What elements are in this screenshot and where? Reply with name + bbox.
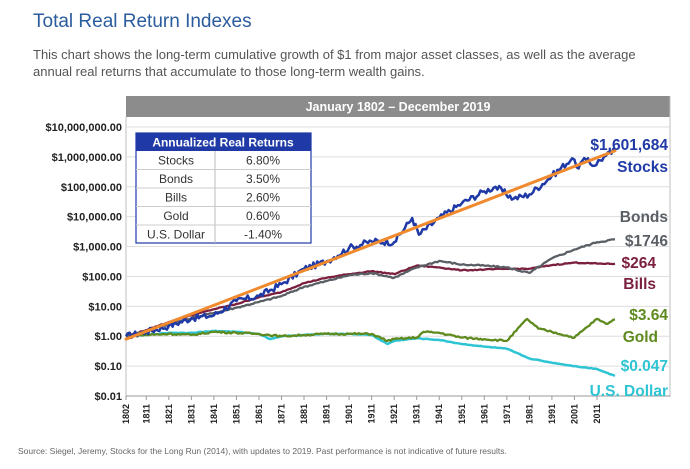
chart-title-bar: [126, 96, 670, 117]
stocks-line: [124, 147, 616, 340]
returns-table-value: 6.80%: [246, 154, 280, 168]
series-lines: [124, 147, 617, 378]
y-tick-label: $1,000,000.00: [52, 152, 122, 164]
x-tick-label: 1911: [367, 404, 377, 424]
x-tick-label: 1961: [479, 404, 489, 424]
y-tick-label: $0.01: [94, 391, 122, 403]
returns-table-value: -1.40%: [244, 228, 282, 242]
x-tick-label: 1981: [524, 404, 534, 424]
stocks-trend-line: [124, 149, 617, 341]
stocks-end-value: $1,601,684: [590, 137, 668, 154]
y-tick-label: $10,000,000.00: [46, 122, 122, 134]
x-tick-label: 1841: [209, 404, 219, 424]
y-tick-label: $1,000.00: [73, 242, 122, 254]
returns-table-asset: Stocks: [158, 154, 194, 168]
dollar-end-value: $0.047: [621, 358, 668, 375]
bills-line: [125, 261, 616, 338]
x-tick-label: 1881: [299, 404, 309, 424]
y-tick-label: $1.00: [94, 331, 122, 343]
x-tick-label: 1941: [434, 404, 444, 424]
returns-table-value: 2.60%: [246, 191, 280, 205]
return-chart: January 1802 – December 2019 $10,000,000…: [46, 96, 671, 424]
x-tick-label: 1871: [276, 404, 286, 424]
returns-table-asset: U.S. Dollar: [147, 228, 205, 242]
returns-table: Annualized Real Returns Stocks 6.80% Bon…: [135, 132, 312, 244]
x-tick-label: 1971: [502, 404, 512, 424]
returns-table-value: 0.60%: [246, 209, 280, 223]
x-tick-label: 1811: [141, 404, 151, 424]
y-tick-label: $10.00: [88, 301, 122, 313]
x-tick-label: 1891: [322, 404, 332, 424]
dollar-series-label: U.S. Dollar: [590, 383, 668, 400]
y-tick-label: $10,000.00: [67, 212, 122, 224]
x-tick-label: 2001: [569, 404, 579, 424]
y-tick-label: $100.00: [82, 271, 122, 283]
gold-series-label: Gold: [623, 329, 658, 346]
x-tick-label: 1831: [186, 404, 196, 424]
x-tick-label: 1851: [231, 404, 241, 424]
stocks-series-label: Stocks: [617, 159, 668, 176]
bills-series-label: Bills: [623, 276, 656, 293]
returns-table-asset: Gold: [163, 209, 188, 223]
page-subtitle: This chart shows the long-term cumulativ…: [33, 47, 636, 79]
bonds-line: [125, 238, 616, 338]
source-note: Source: Siegel, Jeremy, Stocks for the L…: [18, 446, 507, 456]
x-tick-label: 1802: [121, 404, 131, 424]
returns-table-title: Annualized Real Returns: [152, 136, 294, 150]
x-axis: 1802 1811 1821 1831 1841 1851 1861 1871 1881 1891…: [121, 396, 602, 424]
x-tick-label: 1921: [389, 404, 399, 424]
page-title: Total Real Return Indexes: [33, 11, 252, 32]
bills-end-value: $264: [622, 255, 657, 272]
x-tick-label: 1861: [254, 404, 264, 424]
x-tick-label: 2011: [592, 404, 602, 424]
bonds-end-value: $1746: [625, 233, 668, 250]
y-tick-label: $100,000.00: [61, 182, 122, 194]
x-tick-label: 1901: [344, 404, 354, 424]
returns-table-asset: Bills: [165, 191, 187, 205]
y-axis: $10,000,000.00 $1,000,000.00 $100,000.00 $1…: [46, 122, 122, 403]
x-tick-label: 1821: [164, 404, 174, 424]
x-tick-label: 1931: [412, 404, 422, 424]
returns-table-value: 3.50%: [246, 172, 280, 186]
gold-end-value: $3.64: [629, 307, 668, 324]
returns-table-asset: Bonds: [159, 172, 193, 186]
chart-title: January 1802 – December 2019: [306, 100, 491, 114]
x-tick-label: 1991: [547, 404, 557, 424]
x-tick-label: 1951: [457, 404, 467, 424]
dollar-line: [125, 329, 616, 378]
returns-table-header: [136, 133, 311, 151]
bonds-series-label: Bonds: [620, 209, 668, 226]
y-tick-label: $0.10: [94, 361, 122, 373]
gold-line: [125, 317, 616, 343]
